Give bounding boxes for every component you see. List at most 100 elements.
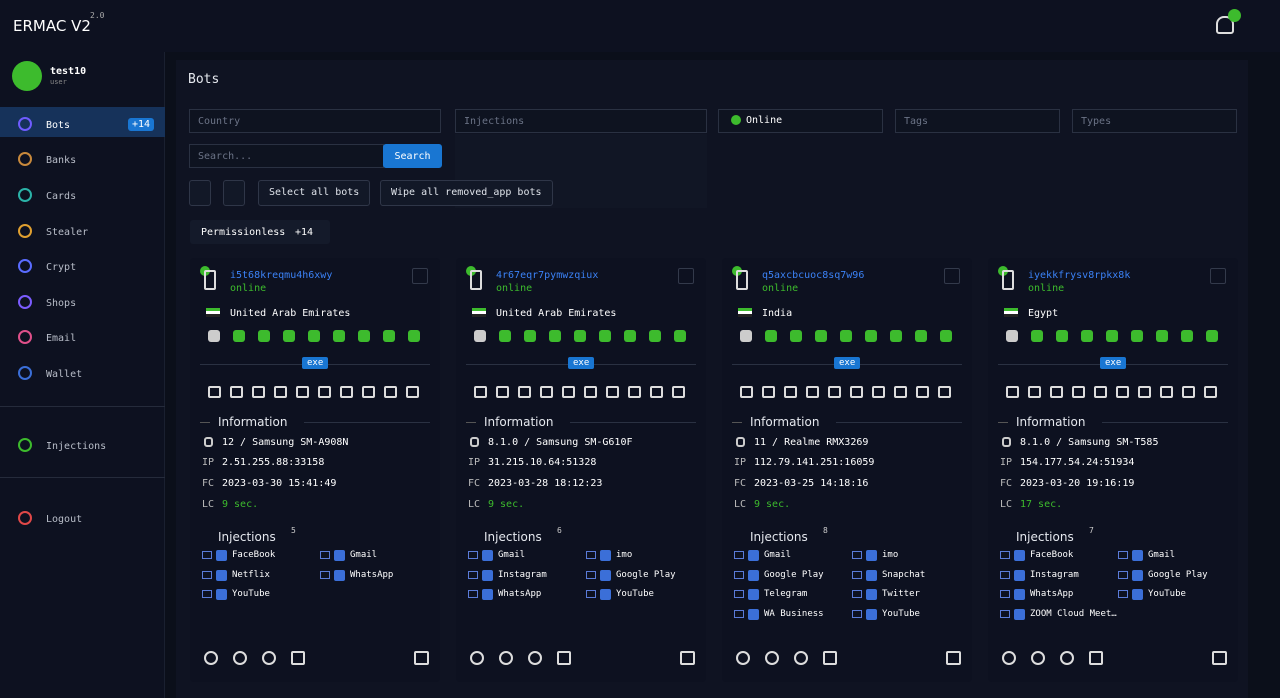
action-icon[interactable] bbox=[938, 386, 951, 398]
action-icon[interactable] bbox=[650, 386, 663, 398]
action-icon[interactable] bbox=[406, 386, 419, 398]
tags-filter[interactable]: Tags bbox=[895, 109, 1060, 133]
checkbox[interactable] bbox=[678, 268, 694, 284]
menu-label[interactable]: Bots bbox=[46, 120, 71, 131]
permission-icon[interactable] bbox=[1056, 330, 1068, 342]
menu-label[interactable]: Email bbox=[46, 333, 77, 344]
delete-button[interactable] bbox=[1089, 651, 1103, 665]
action-icon[interactable] bbox=[584, 386, 597, 398]
menu-label[interactable]: Stealer bbox=[46, 227, 89, 238]
action-icon[interactable] bbox=[784, 386, 797, 398]
menu-label[interactable]: Logout bbox=[46, 514, 83, 525]
console-button[interactable] bbox=[680, 651, 695, 665]
permission-icon[interactable] bbox=[283, 330, 295, 342]
injections-filter[interactable]: Injections bbox=[455, 109, 707, 133]
permission-icon[interactable] bbox=[674, 330, 686, 342]
permission-icon[interactable] bbox=[1181, 330, 1193, 342]
console-button[interactable] bbox=[189, 180, 211, 206]
permission-icon[interactable] bbox=[308, 330, 320, 342]
menu-label[interactable]: Cards bbox=[46, 191, 77, 202]
action-icon[interactable] bbox=[318, 386, 331, 398]
permission-icon[interactable] bbox=[1031, 330, 1043, 342]
permission-icon[interactable] bbox=[1106, 330, 1118, 342]
permission-icon[interactable] bbox=[499, 330, 511, 342]
remove-button[interactable] bbox=[1031, 651, 1045, 665]
menu-label[interactable]: Injections bbox=[46, 441, 107, 452]
permission-icon[interactable] bbox=[790, 330, 802, 342]
action-icon[interactable] bbox=[1138, 386, 1151, 398]
permission-icon[interactable] bbox=[408, 330, 420, 342]
console-button[interactable] bbox=[946, 651, 961, 665]
action-icon[interactable] bbox=[1204, 386, 1217, 398]
permission-icon[interactable] bbox=[599, 330, 611, 342]
online-chip[interactable]: Online bbox=[746, 115, 783, 126]
action-icon[interactable] bbox=[274, 386, 287, 398]
permission-icon[interactable] bbox=[549, 330, 561, 342]
permission-icon[interactable] bbox=[258, 330, 270, 342]
action-icon[interactable] bbox=[1116, 386, 1129, 398]
permission-icon[interactable] bbox=[624, 330, 636, 342]
menu-label[interactable]: Banks bbox=[46, 155, 77, 166]
action-icon[interactable] bbox=[828, 386, 841, 398]
permission-icon[interactable] bbox=[1206, 330, 1218, 342]
group-tab[interactable] bbox=[190, 220, 330, 244]
action-icon[interactable] bbox=[562, 386, 575, 398]
favorite-button[interactable] bbox=[1002, 651, 1016, 665]
permission-icon[interactable] bbox=[1081, 330, 1093, 342]
checkbox[interactable] bbox=[412, 268, 428, 284]
wipe-button[interactable]: Wipe all removed_app bots bbox=[380, 180, 553, 206]
settings-button[interactable] bbox=[794, 651, 808, 665]
delete-button[interactable] bbox=[823, 651, 837, 665]
checkbox[interactable] bbox=[944, 268, 960, 284]
status-filter[interactable] bbox=[718, 109, 883, 133]
permission-icon[interactable] bbox=[890, 330, 902, 342]
action-icon[interactable] bbox=[762, 386, 775, 398]
bot-id[interactable]: q5axcbcuoc8sq7w96 bbox=[762, 270, 865, 281]
permission-icon[interactable] bbox=[233, 330, 245, 342]
permission-icon[interactable] bbox=[208, 330, 220, 342]
permission-icon[interactable] bbox=[524, 330, 536, 342]
permission-icon[interactable] bbox=[915, 330, 927, 342]
action-icon[interactable] bbox=[872, 386, 885, 398]
settings-button[interactable] bbox=[262, 651, 276, 665]
checkbox[interactable] bbox=[1210, 268, 1226, 284]
remove-button[interactable] bbox=[765, 651, 779, 665]
action-icon[interactable] bbox=[1182, 386, 1195, 398]
remove-button[interactable] bbox=[233, 651, 247, 665]
permission-icon[interactable] bbox=[815, 330, 827, 342]
action-icon[interactable] bbox=[252, 386, 265, 398]
action-icon[interactable] bbox=[384, 386, 397, 398]
permission-icon[interactable] bbox=[865, 330, 877, 342]
search-input[interactable]: Search... bbox=[189, 144, 384, 168]
settings-button[interactable] bbox=[1060, 651, 1074, 665]
remove-button[interactable] bbox=[499, 651, 513, 665]
delete-button[interactable] bbox=[223, 180, 245, 206]
bot-id[interactable]: 4r67eqr7pymwzqiux bbox=[496, 270, 599, 281]
bot-id[interactable]: iyekkfrysv8rpkx8k bbox=[1028, 270, 1131, 281]
delete-button[interactable] bbox=[291, 651, 305, 665]
permission-icon[interactable] bbox=[574, 330, 586, 342]
permission-icon[interactable] bbox=[840, 330, 852, 342]
action-icon[interactable] bbox=[1072, 386, 1085, 398]
action-icon[interactable] bbox=[340, 386, 353, 398]
console-button[interactable] bbox=[1212, 651, 1227, 665]
console-button[interactable] bbox=[414, 651, 429, 665]
settings-button[interactable] bbox=[528, 651, 542, 665]
bot-id[interactable]: i5t68kreqmu4h6xwy bbox=[230, 270, 333, 281]
action-icon[interactable] bbox=[916, 386, 929, 398]
permission-icon[interactable] bbox=[358, 330, 370, 342]
action-icon[interactable] bbox=[850, 386, 863, 398]
action-icon[interactable] bbox=[628, 386, 641, 398]
permission-icon[interactable] bbox=[649, 330, 661, 342]
notifications[interactable] bbox=[1216, 16, 1234, 34]
action-icon[interactable] bbox=[1050, 386, 1063, 398]
action-icon[interactable] bbox=[496, 386, 509, 398]
action-icon[interactable] bbox=[230, 386, 243, 398]
permission-icon[interactable] bbox=[940, 330, 952, 342]
permission-icon[interactable] bbox=[740, 330, 752, 342]
action-icon[interactable] bbox=[208, 386, 221, 398]
menu-label[interactable]: Shops bbox=[46, 298, 77, 309]
action-icon[interactable] bbox=[1160, 386, 1173, 398]
menu-label[interactable]: Wallet bbox=[46, 369, 83, 380]
action-icon[interactable] bbox=[740, 386, 753, 398]
